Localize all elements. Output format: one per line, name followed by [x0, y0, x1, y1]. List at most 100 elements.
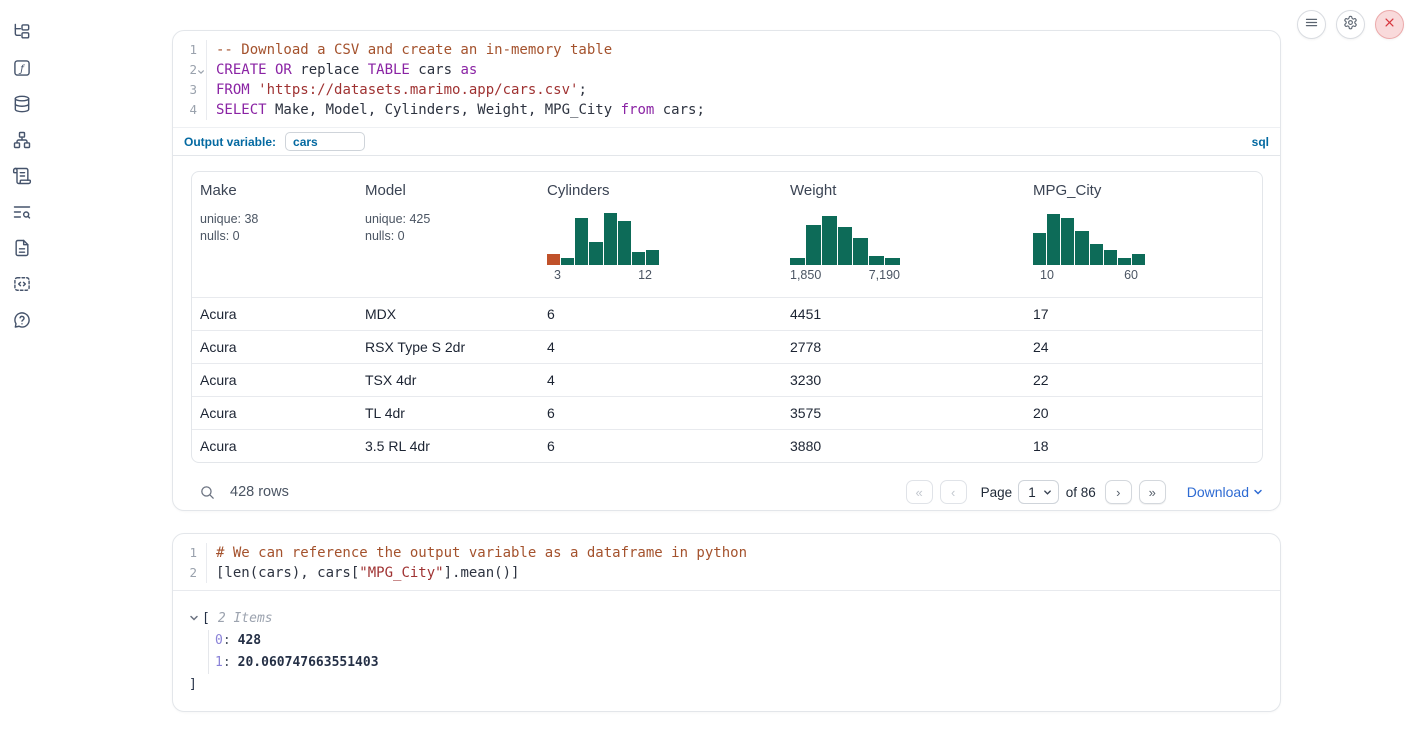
cell-cylinders: 6 — [539, 306, 782, 322]
documentation-icon[interactable] — [12, 238, 32, 258]
item-value: 20.060747663551403 — [238, 655, 379, 670]
column-header-make[interactable]: Make unique: 38 nulls: 0 — [192, 182, 357, 297]
null-count: nulls: 0 — [200, 228, 357, 245]
column-name: Cylinders — [547, 182, 782, 199]
histogram-bar — [604, 213, 617, 265]
search-icon[interactable] — [199, 484, 216, 501]
weight-histogram: 1,850 7,190 — [790, 210, 900, 282]
cell-model: MDX — [357, 306, 539, 322]
dependency-graph-icon[interactable] — [12, 130, 32, 150]
cell-make: Acura — [192, 339, 357, 355]
cell-mpg-city: 22 — [1025, 372, 1262, 388]
cell-weight: 3880 — [782, 438, 1025, 454]
column-header-mpg-city[interactable]: MPG_City 10 60 — [1025, 182, 1262, 297]
language-badge: sql — [1252, 135, 1269, 149]
histogram-bars — [790, 210, 900, 265]
line-number-text: 1 — [189, 40, 197, 60]
data-table: Make unique: 38 nulls: 0 Model unique: 4… — [191, 171, 1263, 463]
variables-icon[interactable]: ƒ — [12, 58, 32, 78]
output-variable-label: Output variable: — [184, 135, 276, 149]
page-select-value: 1 — [1028, 485, 1036, 500]
cell-cylinders: 4 — [539, 339, 782, 355]
histogram-bar — [575, 218, 588, 265]
sql-code-editor[interactable]: 1 -- Download a CSV and create an in-mem… — [173, 31, 1280, 127]
histogram-bar — [1061, 218, 1074, 265]
notebook-toolbar — [1297, 10, 1404, 39]
histogram-bar — [853, 238, 868, 266]
item-separator: : — [223, 655, 231, 670]
table-row: Acura 3.5 RL 4dr 6 3880 18 — [192, 429, 1262, 462]
item-value: 428 — [238, 633, 261, 648]
axis-max-label: 7,190 — [869, 268, 900, 282]
histogram-bar — [1033, 233, 1046, 265]
histogram-bar — [646, 250, 659, 265]
histogram-bar — [1104, 250, 1117, 265]
close-bracket: ] — [189, 674, 1280, 695]
code-text: [len(cars), cars["MPG_City"].mean()] — [216, 563, 519, 583]
logs-icon[interactable] — [12, 166, 32, 186]
histogram-bar — [632, 252, 645, 265]
column-name: MPG_City — [1033, 182, 1262, 199]
column-header-model[interactable]: Model unique: 425 nulls: 0 — [357, 182, 539, 297]
last-page-button[interactable]: » — [1139, 480, 1166, 504]
null-count: nulls: 0 — [365, 228, 539, 245]
tree-root: [ 2 Items — [189, 608, 1280, 628]
collapse-chevron-icon[interactable] — [189, 613, 199, 623]
cell-cylinders: 4 — [539, 372, 782, 388]
histogram-bar — [822, 216, 837, 266]
code-line: 2 [len(cars), cars["MPG_City"].mean()] — [173, 563, 1280, 583]
line-number: 1 — [173, 543, 207, 563]
histogram-bar — [618, 221, 631, 265]
histogram-bar — [790, 258, 805, 265]
mpg-city-histogram: 10 60 — [1033, 210, 1145, 282]
column-header-weight[interactable]: Weight 1,850 7,190 — [782, 182, 1025, 297]
cell-make: Acura — [192, 438, 357, 454]
sql-cell: 1 -- Download a CSV and create an in-mem… — [172, 30, 1281, 511]
histogram-axis: 1,850 7,190 — [790, 268, 900, 282]
shutdown-button[interactable] — [1375, 10, 1404, 39]
download-button[interactable]: Download — [1187, 484, 1263, 500]
line-number-text: 2 — [189, 563, 197, 583]
output-variable-input[interactable] — [285, 132, 365, 151]
item-separator: : — [223, 633, 231, 648]
next-page-button[interactable]: › — [1105, 480, 1132, 504]
code-text: # We can reference the output variable a… — [216, 543, 747, 563]
python-cell: 1 # We can reference the output variable… — [172, 533, 1281, 712]
python-code-editor[interactable]: 1 # We can reference the output variable… — [173, 534, 1280, 590]
code-text: FROM 'https://datasets.marimo.app/cars.c… — [216, 80, 587, 100]
help-icon[interactable] — [12, 310, 32, 330]
line-number: 2 — [173, 563, 207, 583]
cell-weight: 2778 — [782, 339, 1025, 355]
table-row: Acura TSX 4dr 4 3230 22 — [192, 363, 1262, 396]
page-select[interactable]: 1 — [1018, 480, 1059, 504]
prev-page-button[interactable]: ‹ — [940, 480, 967, 504]
gear-icon — [1343, 15, 1358, 35]
hamburger-icon — [1304, 15, 1319, 35]
tracing-icon[interactable] — [12, 202, 32, 222]
python-output-tree: [ 2 Items 0:428 1:20.060747663551403 ] — [173, 590, 1280, 695]
column-name: Make — [200, 182, 357, 199]
column-header-cylinders[interactable]: Cylinders 3 12 — [539, 182, 782, 297]
table-row: Acura TL 4dr 6 3575 20 — [192, 396, 1262, 429]
output-variable-row: Output variable: sql — [173, 127, 1280, 156]
code-line: 3 FROM 'https://datasets.marimo.app/cars… — [173, 80, 1280, 100]
fold-chevron-icon[interactable] — [197, 68, 205, 76]
line-number: 4 — [173, 100, 207, 120]
menu-button[interactable] — [1297, 10, 1326, 39]
datasources-icon[interactable] — [12, 94, 32, 114]
settings-button[interactable] — [1336, 10, 1365, 39]
first-page-button[interactable]: « — [906, 480, 933, 504]
code-line: 1 -- Download a CSV and create an in-mem… — [173, 40, 1280, 60]
cell-model: RSX Type S 2dr — [357, 339, 539, 355]
table-footer: 428 rows « ‹ Page 1 of 86 › » Download — [199, 478, 1263, 506]
histogram-bar — [1118, 258, 1131, 265]
cell-mpg-city: 20 — [1025, 405, 1262, 421]
axis-min-label: 1,850 — [790, 268, 821, 282]
table-row: Acura RSX Type S 2dr 4 2778 24 — [192, 330, 1262, 363]
table-header: Make unique: 38 nulls: 0 Model unique: 4… — [192, 172, 1262, 297]
file-explorer-icon[interactable] — [12, 22, 32, 42]
pagination: « ‹ Page 1 of 86 › » Download — [906, 480, 1263, 504]
tree-item: 1:20.060747663551403 — [215, 652, 1280, 674]
snippets-icon[interactable] — [12, 274, 32, 294]
line-number: 2 — [173, 60, 207, 80]
